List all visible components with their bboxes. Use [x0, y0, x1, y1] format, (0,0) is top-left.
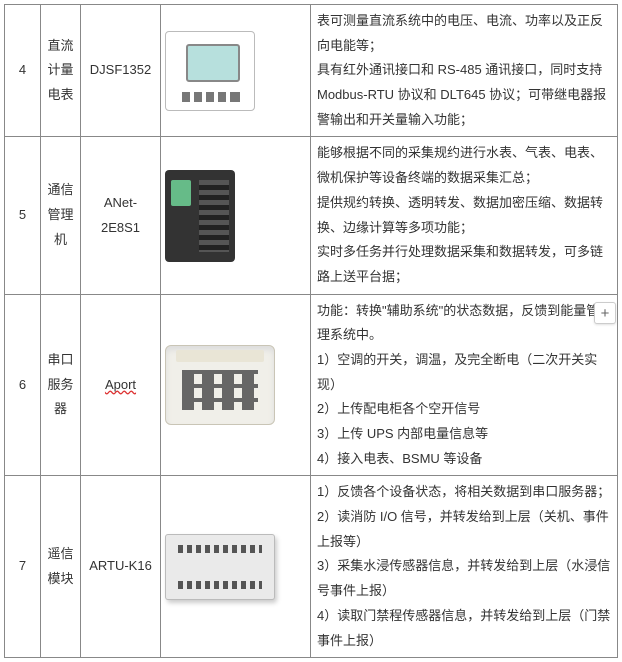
device-name: 直流计量电表 [41, 5, 81, 137]
device-model: DJSF1352 [81, 5, 161, 137]
device-name: 遥信模块 [41, 476, 81, 658]
device-image-cell [161, 476, 311, 658]
device-name: 通信管理机 [41, 137, 81, 294]
device-name: 串口服务器 [41, 294, 81, 476]
table-wrapper: 4直流计量电表DJSF1352 表可测量直流系统中的电压、电流、功率以及正反向电能… [4, 4, 618, 658]
device-description: 表可测量直流系统中的电压、电流、功率以及正反向电能等；具有红外通讯接口和 RS-… [311, 5, 618, 137]
table-row: 5通信管理机ANet-2E8S1 能够根据不同的采集规约进行水表、气表、电表、微机… [5, 137, 618, 294]
table-body: 4直流计量电表DJSF1352 表可测量直流系统中的电压、电流、功率以及正反向电能… [5, 5, 618, 658]
device-description: 能够根据不同的采集规约进行水表、气表、电表、微机保护等设备终端的数据采集汇总；提… [311, 137, 618, 294]
device-model: Aport [81, 294, 161, 476]
device-icon [165, 534, 275, 600]
device-icon [165, 345, 275, 425]
table-row: 4直流计量电表DJSF1352 表可测量直流系统中的电压、电流、功率以及正反向电能… [5, 5, 618, 137]
equipment-table: 4直流计量电表DJSF1352 表可测量直流系统中的电压、电流、功率以及正反向电能… [4, 4, 618, 658]
device-image-cell [161, 137, 311, 294]
device-description: 功能：转换"辅助系统"的状态数据，反馈到能量管理系统中。1）空调的开关，调温，及… [311, 294, 618, 476]
table-row: 6串口服务器Aport 功能：转换"辅助系统"的状态数据，反馈到能量管理系统中。1… [5, 294, 618, 476]
device-image-cell [161, 294, 311, 476]
row-number: 5 [5, 137, 41, 294]
device-model: ARTU-K16 [81, 476, 161, 658]
row-number: 4 [5, 5, 41, 137]
device-model: ANet-2E8S1 [81, 137, 161, 294]
device-image-cell [161, 5, 311, 137]
row-number: 6 [5, 294, 41, 476]
add-row-button[interactable]: + [594, 302, 616, 324]
row-number: 7 [5, 476, 41, 658]
device-icon [165, 170, 235, 262]
table-row: 7遥信模块ARTU-K16 1）反馈各个设备状态，将相关数据到串口服务器；2）读消… [5, 476, 618, 658]
device-icon [165, 31, 255, 111]
device-description: 1）反馈各个设备状态，将相关数据到串口服务器；2）读消防 I/O 信号，并转发给… [311, 476, 618, 658]
